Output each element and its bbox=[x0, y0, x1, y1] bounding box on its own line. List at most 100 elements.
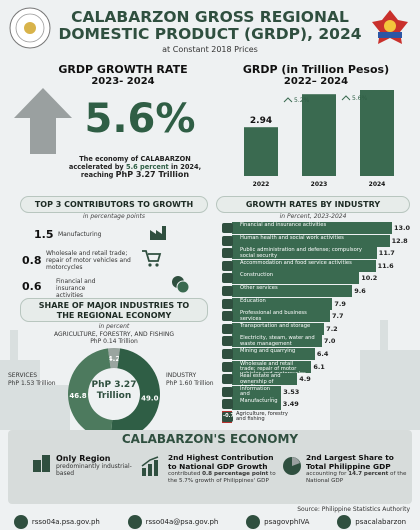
source-note: Source: Philippine Statistics Authority bbox=[297, 506, 410, 513]
footer-website[interactable]: rsso04a.psa.gov.ph bbox=[13, 515, 100, 529]
contributor-item: 1.5 Manufacturing bbox=[34, 228, 102, 241]
industry-label: INDUSTRY PhP 1.60 Trillion bbox=[166, 372, 214, 387]
industry-bar-value: 7.2 bbox=[326, 324, 338, 333]
industry-bar-value: 7.9 bbox=[334, 299, 346, 308]
donut-slice-label: 49.0 bbox=[141, 395, 158, 403]
donut-center-label: PhP 3.27 Trillion bbox=[91, 380, 137, 401]
industry-bar-label: Construction bbox=[240, 272, 274, 279]
grdp-year-label: 2024 bbox=[369, 181, 386, 188]
up-arrow-icon bbox=[14, 88, 72, 154]
industry-bar bbox=[232, 297, 333, 310]
industry-bar bbox=[232, 285, 353, 297]
industry-bar-value: 7.0 bbox=[323, 337, 336, 346]
industry-bar-row: Wholesale and retail trade; repair of mo… bbox=[220, 360, 416, 377]
industry-bar-label: Human health and social work activities bbox=[240, 234, 344, 241]
industry-bar-row: Accommodation and food service activitie… bbox=[220, 259, 416, 272]
industry-bar-row: Human health and social work activities 1… bbox=[220, 234, 416, 247]
industry-icon bbox=[222, 235, 233, 246]
growth-chart-icon bbox=[141, 456, 159, 476]
page-title: CALABARZON GROSS REGIONAL DOMESTIC PRODU… bbox=[58, 8, 362, 43]
page-subtitle: at Constant 2018 Prices bbox=[162, 45, 258, 54]
grdp-year-label: 2023 bbox=[311, 181, 328, 188]
services-label: SERVICES PhP 1.53 Trillion bbox=[8, 372, 56, 387]
industry-bar-label: Accommodation and food service activitie… bbox=[240, 259, 352, 266]
industry-bar-value: 3.53 bbox=[283, 387, 300, 396]
footer-twitter[interactable]: psacalabarzon bbox=[337, 515, 406, 529]
industry-icon bbox=[222, 374, 233, 385]
industry-icon bbox=[222, 323, 233, 334]
industry-icon bbox=[222, 361, 233, 372]
industry-bar-value: -0.7 bbox=[223, 413, 234, 419]
industry-bar-value: 11.7 bbox=[378, 249, 395, 258]
industry-bar-row: Financial and insurance activities 13.0 bbox=[220, 222, 416, 234]
industry-bar-row: Real estate and ownership of dwellings4.… bbox=[220, 373, 416, 390]
industry-bar-row: Mining and quarrying 6.4 bbox=[220, 348, 416, 360]
grdp-bar bbox=[244, 127, 278, 176]
grdp-growth-label: 5.6% bbox=[352, 95, 368, 102]
industry-bar bbox=[232, 247, 377, 260]
growth-rate-value: 5.6% bbox=[84, 96, 196, 142]
industry-bar-label: Agriculture, forestry and fishing bbox=[236, 411, 288, 423]
industry-bar bbox=[232, 234, 390, 247]
industry-bar-label: Other services bbox=[240, 285, 278, 291]
industry-icon bbox=[222, 248, 233, 259]
grdp-bar bbox=[360, 90, 394, 176]
growth-arrow-icon bbox=[341, 95, 351, 101]
donut-slice-label: 46.8 bbox=[69, 392, 86, 400]
donut-slice bbox=[107, 348, 121, 369]
industry-icon bbox=[222, 412, 233, 422]
footer-email[interactable]: rsso04a@psa.gov.ph bbox=[127, 515, 218, 529]
grdp-bar-chart: 2.9420223.0920233.2720245.2%5.6% bbox=[244, 90, 394, 188]
contributor-item: 0.8 Wholesale and retail trade; repair o… bbox=[22, 250, 131, 271]
agri-label: AGRICULTURE, FORESTRY, AND FISHING bbox=[54, 331, 174, 338]
grdp-value-label: 3.09 bbox=[308, 90, 330, 93]
industry-bar bbox=[232, 348, 315, 360]
industry-icon bbox=[222, 399, 233, 410]
mail-icon bbox=[127, 515, 142, 529]
bagong-pilipinas-logo bbox=[372, 10, 408, 44]
industry-icon bbox=[222, 223, 233, 233]
industry-bar-value: 7.7 bbox=[332, 312, 344, 321]
industry-bar-value: 13.0 bbox=[394, 224, 411, 232]
industry-bar-row: Professional and business services 7.7 bbox=[220, 310, 416, 323]
industry-bar-row: Transportation and storage 7.2 bbox=[220, 322, 416, 335]
shopping-cart-icon bbox=[142, 250, 162, 267]
donut-slice bbox=[110, 348, 160, 440]
globe-icon bbox=[13, 515, 28, 529]
contributors-title: TOP 3 CONTRIBUTORS TO GROWTH bbox=[20, 196, 208, 213]
growth-arrow-icon bbox=[283, 97, 293, 103]
footer-bar: rsso04a.psa.gov.ph rsso04a@psa.gov.ph ps… bbox=[0, 514, 420, 530]
industry-icon bbox=[222, 260, 233, 271]
industry-bar-label: Education bbox=[240, 297, 266, 304]
economy-item: 2nd Highest Contribution to National GDP… bbox=[168, 453, 276, 484]
industry-bar-label: Mining and quarrying bbox=[240, 348, 296, 354]
industry-bar-row: Construction 10.2 bbox=[220, 272, 416, 285]
building-icon bbox=[33, 455, 50, 472]
donut-slice-label: 4.2 bbox=[108, 355, 121, 363]
industry-bar bbox=[232, 272, 360, 285]
industry-growth-bar-chart: Financial and insurance activities 13.0 Hu… bbox=[220, 222, 416, 427]
industry-bar bbox=[232, 222, 392, 234]
footer-facebook[interactable]: psagovphIVA bbox=[246, 515, 309, 529]
industry-bar-row: Information and communication3.53 bbox=[220, 385, 416, 402]
industry-bar-label: Manufacturing bbox=[240, 398, 278, 405]
industry-bar-value: 10.2 bbox=[361, 274, 378, 283]
industry-bar-label: Financial and insurance activities bbox=[240, 222, 327, 228]
growth-description: The economy of CALABARZON accelerated by… bbox=[68, 155, 202, 180]
industry-bar-row: Electricity, steam, water and waste mana… bbox=[220, 335, 416, 348]
share-subtitle: in percent bbox=[98, 323, 130, 330]
industry-bar bbox=[232, 310, 331, 323]
industry-bar-row: Education 7.9 bbox=[220, 297, 416, 310]
industry-icon bbox=[222, 298, 233, 309]
regional-seal-logo bbox=[9, 7, 51, 49]
industry-bar-row: Agriculture, forestry and fishing -0.7 bbox=[220, 411, 416, 423]
economy-item: Only Region predominantly industrial-bas… bbox=[56, 454, 132, 477]
industry-icon bbox=[222, 386, 233, 397]
industry-bar bbox=[232, 373, 298, 386]
industry-bar-row: Public administration and defense; compu… bbox=[220, 247, 416, 260]
industry-icon bbox=[222, 286, 233, 296]
industry-icon bbox=[222, 273, 233, 284]
industry-share-donut: 4.2 49.0 46.8 bbox=[68, 348, 160, 440]
industry-bar-value: 12.8 bbox=[391, 236, 408, 245]
rates-subtitle: in Percent, 2023-2024 bbox=[279, 213, 347, 220]
